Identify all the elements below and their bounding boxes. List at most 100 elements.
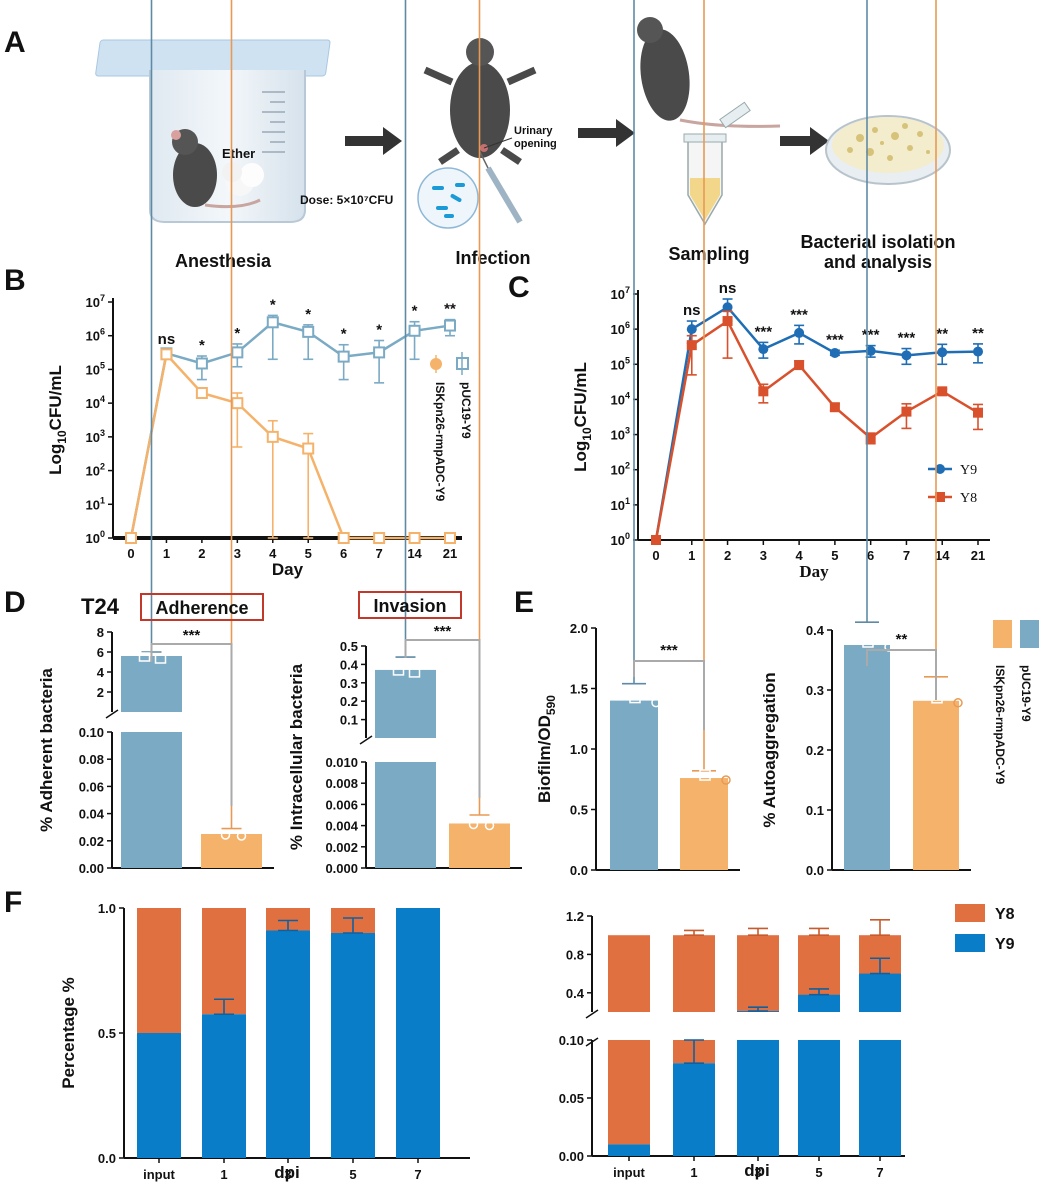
legend-label: ISKpn26-rmpADC-Y9 bbox=[993, 665, 1007, 785]
x-tick-label: 14 bbox=[407, 546, 422, 561]
significance-label: * bbox=[234, 325, 240, 342]
y-tick-label: 101 bbox=[86, 495, 105, 512]
bar-y8 bbox=[266, 908, 310, 931]
series-line-ISKpn26-rmpADC-Y9 bbox=[129, 351, 450, 540]
bar-y9-lower bbox=[737, 1040, 779, 1156]
legend-label: pUC19-Y9 bbox=[459, 382, 473, 439]
data-point bbox=[829, 347, 840, 358]
dose-label: Dose: 5×10⁷CFU bbox=[300, 193, 393, 207]
data-point bbox=[973, 346, 983, 357]
panel-letter-d: D bbox=[4, 586, 26, 619]
data-point bbox=[231, 397, 244, 410]
data-point bbox=[901, 350, 912, 361]
y-tick-label: 0.000 bbox=[325, 861, 358, 876]
significance-label: *** bbox=[862, 327, 880, 344]
bar bbox=[449, 823, 510, 868]
y-tick-label: 0.04 bbox=[79, 807, 105, 822]
data-point bbox=[758, 386, 769, 397]
chart-e-autoaggregation: 0.0 0.1 0.2 0.3 0.4 ** % Autoaggregation ISKpn2… bbox=[760, 0, 1039, 878]
y-tick-label: 0.010 bbox=[325, 755, 358, 770]
x-axis-label: dpi bbox=[744, 1161, 770, 1180]
data-point bbox=[266, 430, 279, 443]
y-axis-label: % Autoaggregation bbox=[760, 672, 779, 827]
significance-label: ns bbox=[683, 302, 701, 319]
x-tick-label: 7 bbox=[903, 548, 910, 563]
y-tick-label: 100 bbox=[611, 531, 630, 548]
x-tick-label: 0 bbox=[127, 546, 134, 561]
y-tick-label: 0.00 bbox=[559, 1149, 584, 1164]
panel-letter-f: F bbox=[4, 886, 22, 919]
significance-label: *** bbox=[790, 306, 808, 323]
sample-tube-icon bbox=[683, 101, 751, 226]
axis-break-mark bbox=[585, 1009, 599, 1019]
subtitle-label: Invasion bbox=[373, 596, 446, 616]
data-point bbox=[468, 819, 479, 830]
bar-y8-upper bbox=[737, 935, 779, 1012]
significance-label: * bbox=[412, 303, 418, 320]
y-tick-label: 0.004 bbox=[325, 819, 358, 834]
y-tick-label: 0.1 bbox=[806, 803, 824, 818]
data-point bbox=[651, 697, 661, 708]
y-tick-label: 2 bbox=[97, 685, 104, 700]
data-point bbox=[337, 350, 350, 363]
y-tick-label: 0.06 bbox=[79, 779, 104, 794]
data-point bbox=[722, 316, 733, 327]
bar-y8 bbox=[137, 908, 181, 1033]
beaker-illustration: Ether bbox=[95, 39, 331, 223]
x-tick-label: 5 bbox=[349, 1167, 356, 1182]
data-point bbox=[125, 532, 137, 544]
y-tick-label: 0.4 bbox=[806, 623, 825, 638]
y-tick-label: 0.4 bbox=[566, 986, 585, 1001]
data-point bbox=[794, 360, 805, 371]
series-line-Y9 bbox=[654, 305, 979, 541]
legend-label: Y9 bbox=[960, 463, 977, 478]
y-axis-label: Percentage % bbox=[59, 977, 78, 1089]
data-point bbox=[629, 691, 641, 704]
x-tick-label: 0 bbox=[652, 548, 659, 563]
bar-y9 bbox=[331, 933, 375, 1158]
mouse-sampling-icon bbox=[637, 17, 781, 128]
x-tick-label: 5 bbox=[305, 546, 312, 561]
data-point bbox=[236, 831, 247, 841]
y-tick-label: 0.008 bbox=[325, 776, 358, 791]
y-tick-label: 0.8 bbox=[566, 947, 584, 962]
y-axis-label: % Intracellular bacteria bbox=[287, 663, 306, 850]
x-axis-label: Day bbox=[272, 560, 304, 579]
chart-c: 100 101 102 103 104 105 106 107 0 1 2 3 4 5 6 7 14 21 Day L… bbox=[571, 280, 990, 581]
x-tick-label: 3 bbox=[754, 1165, 761, 1180]
y-tick-label: 0.5 bbox=[570, 803, 588, 818]
x-tick-label: 3 bbox=[284, 1167, 291, 1182]
significance-label: * bbox=[341, 326, 347, 343]
y-tick-label: 103 bbox=[611, 426, 630, 443]
y-tick-label: 0.05 bbox=[559, 1091, 584, 1106]
y-tick-label: 106 bbox=[611, 320, 630, 337]
y-tick-label: 0.5 bbox=[98, 1026, 116, 1041]
significance-label: *** bbox=[660, 642, 678, 659]
x-axis-label: Day bbox=[799, 562, 829, 581]
bar-y8-upper bbox=[608, 935, 650, 1012]
data-point bbox=[337, 532, 350, 544]
significance-label: * bbox=[199, 337, 205, 354]
data-point bbox=[686, 340, 697, 351]
x-tick-label: 21 bbox=[971, 548, 985, 563]
data-point bbox=[444, 319, 456, 332]
legend-label: Y8 bbox=[995, 906, 1015, 923]
significance-label: * bbox=[305, 306, 311, 323]
y-tick-label: 106 bbox=[86, 327, 105, 344]
data-point bbox=[721, 775, 731, 785]
significance-label: ns bbox=[158, 331, 176, 348]
data-point bbox=[408, 532, 421, 544]
panel-letter-c: C bbox=[508, 271, 530, 304]
step-arrow-icon bbox=[345, 127, 402, 155]
y-tick-label: 2.0 bbox=[570, 621, 588, 636]
y-tick-label: 0.5 bbox=[340, 639, 358, 654]
bar-y8-lower bbox=[608, 1040, 650, 1145]
subtitle-box bbox=[140, 593, 264, 621]
panel-a: A Ether Dose: 5×10⁷ bbox=[4, 17, 956, 272]
y-axis-label: Biofilm/OD590 bbox=[535, 695, 558, 803]
y-tick-label: 0.002 bbox=[325, 840, 358, 855]
panel-letter-e: E bbox=[514, 586, 534, 619]
legend-label: Y8 bbox=[960, 491, 977, 506]
significance-label: ns bbox=[719, 280, 737, 297]
